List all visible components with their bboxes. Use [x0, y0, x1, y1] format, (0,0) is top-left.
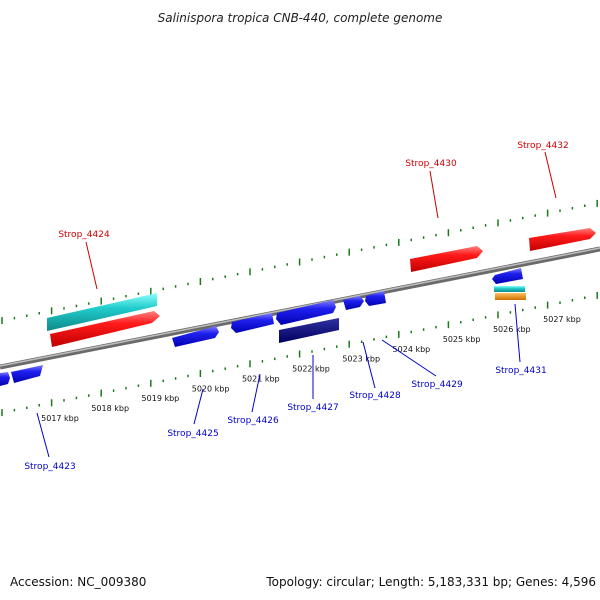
kbp-tick-label: 5023 kbp: [342, 355, 380, 364]
gene-feature-blue[interactable]: [0, 372, 10, 386]
kbp-tick-label: 5025 kbp: [443, 335, 481, 344]
gene-label-strop-4425[interactable]: Strop_4425: [167, 429, 218, 439]
gene-feature-blue[interactable]: [343, 296, 364, 310]
topology-text: Topology: circular; Length: 5,183,331 bp…: [266, 575, 596, 589]
kbp-tick-label: 5026 kbp: [493, 325, 531, 334]
gene-label-strop-4423[interactable]: Strop_4423: [24, 462, 75, 472]
gene-feature-red[interactable]: [529, 228, 596, 251]
gene-feature-orange[interactable]: [495, 293, 526, 300]
accession-text: Accession: NC_009380: [10, 575, 147, 589]
genome-backbone-highlight: [0, 247, 600, 367]
kbp-tick-label: 5020 kbp: [192, 384, 230, 393]
gene-feature-blue[interactable]: [276, 300, 336, 325]
gene-feature-blue[interactable]: [231, 313, 274, 333]
kbp-tick-label: 5027 kbp: [543, 315, 581, 324]
gene-features: [0, 228, 596, 386]
kbp-tick-label: 5022 kbp: [292, 365, 330, 374]
gene-label-strop-4432[interactable]: Strop_4432: [517, 141, 568, 151]
gene-leader-lines: [36, 151, 557, 458]
kbp-tick-label: 5021 kbp: [242, 374, 280, 383]
gene-feature-blue[interactable]: [11, 365, 43, 383]
kbp-tick-label: 5017 kbp: [41, 414, 79, 423]
kbp-tick-label: 5019 kbp: [142, 394, 180, 403]
gene-label-strop-4431[interactable]: Strop_4431: [495, 366, 546, 376]
gene-feature-cyan[interactable]: [494, 286, 525, 292]
gene-label-strop-4430[interactable]: Strop_4430: [405, 159, 457, 169]
gene-label-strop-4424[interactable]: Strop_4424: [58, 230, 110, 240]
gene-label-strop-4427[interactable]: Strop_4427: [287, 403, 338, 413]
gene-feature-blue[interactable]: [172, 326, 219, 347]
bottom-tick-track: [1, 291, 598, 417]
top-tick-track: [1, 199, 598, 325]
gene-label-strop-4428[interactable]: Strop_4428: [349, 391, 401, 401]
kbp-tick-label: 5018 kbp: [91, 404, 129, 413]
gene-feature-red[interactable]: [410, 246, 483, 272]
map-title: Salinispora tropica CNB-440, complete ge…: [158, 11, 443, 25]
kbp-tick-label: 5024 kbp: [393, 345, 431, 354]
gene-label-strop-4429[interactable]: Strop_4429: [411, 380, 463, 390]
kbp-labels: 5017 kbp 5018 kbp 5019 kbp 5020 kbp 5021 kbp…: [41, 315, 581, 423]
gene-label-strop-4426[interactable]: Strop_4426: [227, 416, 279, 426]
gene-feature-navy[interactable]: [279, 318, 339, 343]
gene-feature-blue[interactable]: [365, 291, 386, 306]
gene-feature-cyan[interactable]: [47, 293, 157, 331]
gene-feature-blue[interactable]: [492, 268, 523, 284]
gene-feature-red[interactable]: [50, 311, 160, 347]
